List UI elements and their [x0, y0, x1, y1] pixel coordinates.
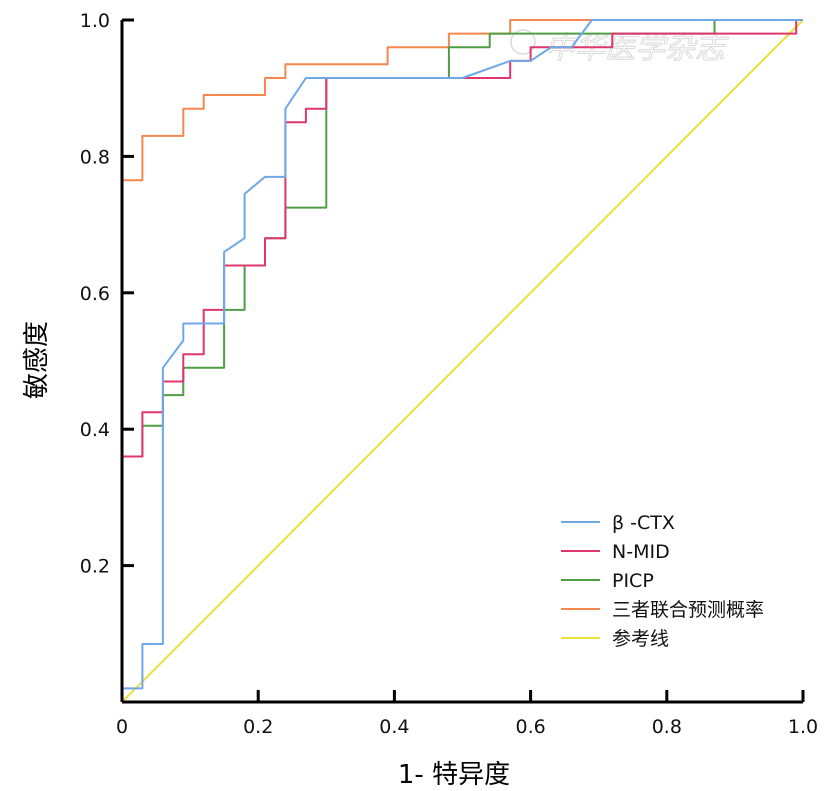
- legend-label: N-MID: [612, 541, 670, 563]
- series-line-1: [122, 20, 803, 457]
- y-tick-label: 0.8: [80, 146, 110, 168]
- roc-chart: 中华医学杂志 0 0.2 0.4 0.6 0.8 1.0 0.2 0.4 0.6 0.8 1.0 1…: [0, 0, 828, 791]
- y-axis-title: 敏感度: [22, 321, 52, 399]
- x-tick-label: 0.4: [379, 716, 409, 738]
- y-tick-label: 0.2: [80, 556, 110, 578]
- legend-label: β -CTX: [612, 512, 675, 534]
- legend-label: 三者联合预测概率: [612, 599, 764, 621]
- y-tick-label: 0.4: [80, 419, 110, 441]
- y-tick-label: 0.6: [80, 283, 110, 305]
- x-tick-label: 0: [116, 716, 128, 738]
- series-line-2: [122, 20, 803, 457]
- x-axis-title: 1- 特异度: [398, 760, 510, 790]
- x-tick-label: 0.6: [515, 716, 545, 738]
- y-tick-label: 1.0: [80, 10, 110, 32]
- x-tick-label: 0.8: [652, 716, 682, 738]
- watermark-text: 中华医学杂志: [545, 31, 729, 66]
- x-tick-label: 0.2: [243, 716, 273, 738]
- x-tick-label: 1.0: [788, 716, 818, 738]
- legend-label: 参考线: [612, 628, 669, 650]
- legend-label: PICP: [612, 570, 654, 592]
